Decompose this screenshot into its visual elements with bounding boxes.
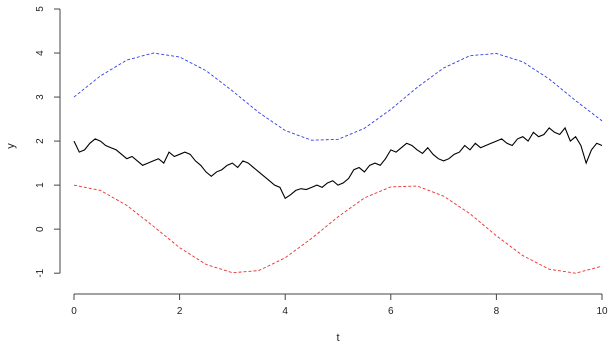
y-tick-label: 5: [35, 6, 46, 12]
y-tick-label: 2: [35, 138, 46, 144]
x-axis-title: t: [336, 332, 339, 344]
x-tick-label: 10: [596, 306, 608, 317]
y-tick-label: 0: [35, 226, 46, 232]
x-tick-label: 6: [388, 306, 394, 317]
x-tick-label: 2: [177, 306, 183, 317]
series-line-2: [73, 184, 603, 274]
series-line-1: [73, 52, 603, 141]
x-axis-ticks: 0 2 4 6 8 10: [71, 294, 608, 317]
y-axis-title: y: [5, 143, 17, 149]
y-tick-label: 3: [35, 94, 46, 100]
y-tick-label: -1: [35, 268, 46, 277]
x-tick-label: 8: [494, 306, 500, 317]
y-tick-label: 1: [35, 182, 46, 188]
y-axis-ticks: -1 0 1 2 3 4 5: [35, 6, 60, 278]
series-layer: [73, 52, 603, 274]
x-tick-label: 0: [71, 306, 77, 317]
series-line-3: [73, 126, 603, 200]
x-tick-label: 4: [282, 306, 288, 317]
y-tick-label: 4: [35, 50, 46, 56]
